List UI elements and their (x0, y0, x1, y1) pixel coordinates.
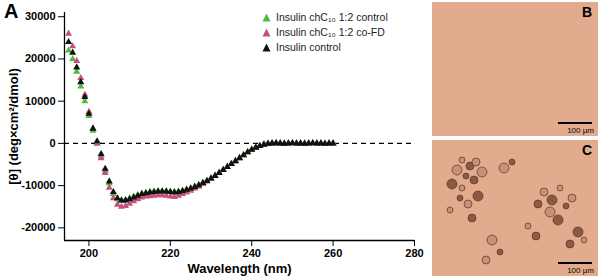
html-text:B: B (582, 4, 593, 20)
svg-text:10000: 10000 (25, 95, 56, 107)
svg-text:0: 0 (49, 137, 55, 149)
html-text:A: A (4, 0, 19, 22)
svg-text:280: 280 (405, 247, 423, 259)
svg-text:[θ] (deg×cm²/dmol): [θ] (deg×cm²/dmol) (6, 68, 21, 184)
svg-text:-20000: -20000 (21, 221, 55, 233)
html-text:100 µm: 100 µm (567, 266, 594, 275)
html-text:Insulin chC₁₀ 1:2 co-FD: Insulin chC₁₀ 1:2 co-FD (276, 26, 385, 38)
html-text:100 µm: 100 µm (567, 126, 594, 135)
svg-text:200: 200 (80, 247, 98, 259)
svg-text:30000: 30000 (25, 10, 56, 22)
svg-text:Wavelength (nm): Wavelength (nm) (187, 261, 291, 276)
html-text:Insulin control: Insulin control (276, 41, 341, 53)
svg-text:20000: 20000 (25, 52, 56, 64)
svg-text:260: 260 (324, 247, 342, 259)
svg-text:220: 220 (161, 247, 179, 259)
html-text:Insulin chC₁₀ 1:2 control: Insulin chC₁₀ 1:2 control (276, 11, 388, 23)
svg-text:-10000: -10000 (21, 179, 55, 191)
svg-text:240: 240 (243, 247, 261, 259)
html-text:C: C (582, 142, 593, 158)
